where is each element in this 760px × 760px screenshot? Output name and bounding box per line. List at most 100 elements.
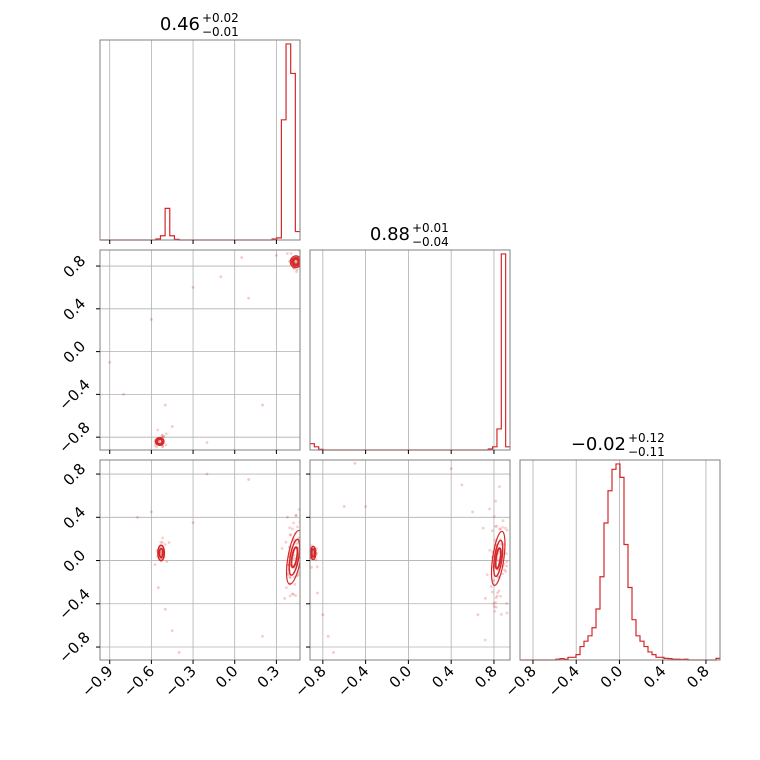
scatter-point: [484, 596, 487, 600]
scatter-point: [315, 565, 319, 569]
scatter-point: [342, 505, 346, 508]
x-tick-label: −0.8: [291, 662, 329, 700]
scatter-point: [285, 246, 288, 249]
scatter-point: [498, 527, 502, 530]
scatter-point: [153, 563, 157, 567]
scatter-point: [310, 565, 314, 569]
scatter-point: [293, 582, 297, 586]
scatter-point: [501, 519, 505, 523]
y-tick-label: 0.8: [60, 460, 90, 490]
scatter-point: [332, 651, 335, 654]
scatter-point: [280, 547, 284, 550]
scatter-point: [494, 600, 497, 604]
scatter-point: [494, 499, 498, 503]
scatter-point: [494, 605, 498, 609]
title-1-value: 0.88: [370, 224, 410, 245]
panel-frame: [99, 249, 301, 451]
scatter-point: [312, 259, 315, 262]
density-contour: [310, 545, 317, 561]
scatter-point: [495, 594, 499, 598]
scatter-point: [497, 589, 501, 593]
scatter-point: [285, 586, 288, 590]
scatter-point: [326, 634, 330, 638]
title-1-plus: +0.01: [412, 221, 449, 235]
scatter-point: [289, 533, 293, 537]
density-contour: [156, 438, 164, 445]
scatter-point: [499, 613, 503, 616]
panel-frame: [309, 459, 511, 661]
scatter-point: [191, 521, 195, 525]
scatter-point: [136, 515, 139, 519]
title-1-minus: −0.04: [412, 235, 449, 249]
scatter-point: [295, 268, 299, 271]
y-tick-label: −0.8: [55, 628, 93, 666]
scatter-point: [503, 526, 507, 530]
scatter-point: [481, 526, 485, 530]
scatter-point: [170, 629, 174, 633]
scatter-point: [161, 445, 164, 449]
scatter-point: [284, 540, 288, 544]
scatter-point: [149, 318, 153, 321]
density-contour: [154, 436, 165, 447]
scatter-point: [292, 521, 295, 525]
scatter-point: [288, 533, 292, 537]
title-0-plus: +0.02: [202, 11, 239, 25]
density-contour: [289, 255, 300, 269]
scatter-point: [505, 560, 509, 564]
scatter-point: [305, 260, 308, 263]
scatter-point: [160, 434, 164, 438]
scatter-point: [163, 607, 167, 611]
scatter-point: [505, 602, 509, 605]
scatter-panel-1-2: −0.8 −0.4 0.0 0.4 0.8: [291, 459, 511, 701]
histogram-step: [520, 463, 720, 661]
scatter-point: [290, 527, 294, 531]
scatter-point: [163, 543, 167, 546]
scatter-point: [286, 515, 289, 519]
density-contour: [285, 529, 300, 585]
scatter-point: [503, 568, 506, 572]
density-contour: [490, 530, 506, 586]
scatter-point: [288, 594, 292, 598]
scatter-point: [499, 594, 502, 598]
scatter-point: [449, 467, 453, 471]
scatter-point: [289, 251, 293, 255]
scatter-point: [153, 444, 157, 447]
scatter-panel-0-2: −0.9 −0.6 −0.3 0.0 0.3 −0.8 −0.4 0.0 0.4 0.8: [55, 459, 307, 701]
scatter-point: [191, 286, 195, 289]
y-tick-label: −0.4: [55, 376, 93, 414]
x-tick-label: −0.4: [545, 662, 583, 700]
panel-content: [310, 461, 509, 654]
scatter-point: [149, 510, 153, 514]
scatter-point: [483, 638, 487, 642]
histogram-step: [310, 253, 510, 451]
x-tick-label: 0.4: [640, 662, 670, 692]
scatter-point: [304, 513, 307, 516]
density-contour: [292, 258, 300, 266]
scatter-point: [495, 524, 499, 528]
scatter-point: [303, 263, 306, 266]
scatter-point: [498, 485, 501, 488]
panel-content: [136, 472, 307, 654]
scatter-point: [283, 596, 287, 600]
scatter-point: [205, 441, 209, 444]
scatter-point: [292, 592, 295, 596]
scatter-point: [177, 651, 181, 654]
scatter-point: [492, 605, 496, 608]
scatter-point: [167, 541, 171, 544]
x-tick-label: −0.9: [78, 662, 116, 700]
scatter-point: [294, 514, 298, 517]
histogram-panel-2: −0.8 −0.4 0.0 0.4 0.8: [501, 459, 721, 701]
density-contour: [310, 548, 316, 558]
scatter-point: [163, 403, 167, 407]
scatter-point: [488, 548, 492, 552]
y-tick-label: 0.0: [60, 546, 90, 576]
scatter-point: [160, 541, 164, 544]
scatter-point: [364, 505, 368, 508]
x-tick-label: 0.4: [428, 662, 458, 692]
scatter-point: [321, 613, 325, 616]
scatter-point: [490, 529, 494, 533]
title-param-1: 0.88 +0.01 −0.04: [370, 221, 449, 249]
scatter-point: [165, 560, 169, 564]
density-contour: [157, 544, 166, 562]
